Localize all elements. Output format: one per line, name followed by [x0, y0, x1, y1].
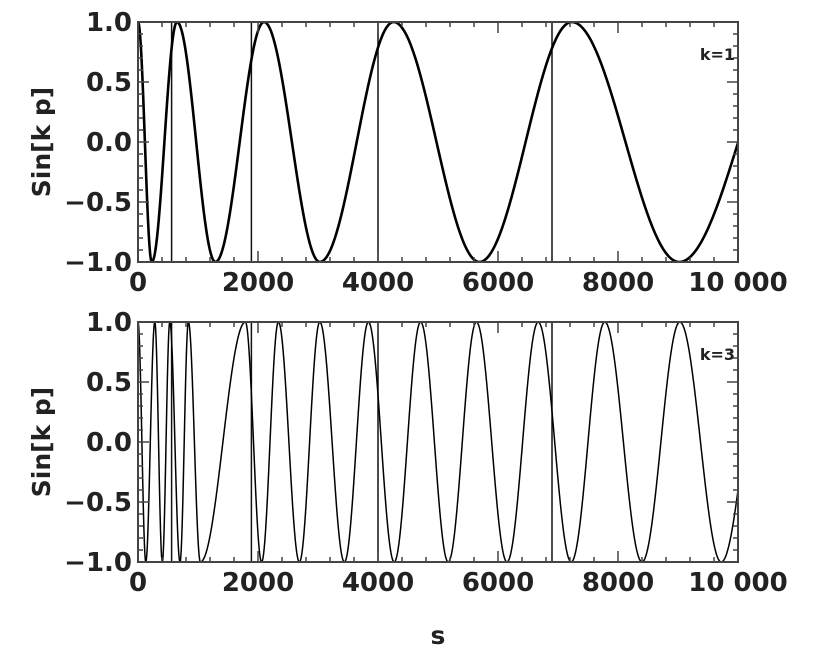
x-tick-label: 4000 — [342, 568, 414, 598]
plot-frame — [137, 321, 739, 563]
x-tick-label: 2000 — [222, 268, 294, 298]
x-tick-label: 4000 — [342, 268, 414, 298]
y-tick-label: 1.0 — [86, 8, 132, 38]
x-tick-label: 2000 — [222, 568, 294, 598]
x-tick-label: 10 000 — [688, 268, 788, 298]
y-tick-label: 0.5 — [86, 68, 132, 98]
x-axis-label: s — [431, 621, 446, 650]
y-tick-label: −1.0 — [64, 548, 132, 578]
x-tick-label: 6000 — [462, 268, 534, 298]
panel-k3: 0 2000 4000 6000 8000 10 000 1.0 0.5 0.0 −0.5 −1.0… — [27, 308, 788, 598]
x-tick-label: 8000 — [582, 268, 654, 298]
y-tick-label: 0.5 — [86, 368, 132, 398]
y-tick-label: 1.0 — [86, 308, 132, 338]
series-line — [138, 22, 738, 262]
x-tick-label: 6000 — [462, 568, 534, 598]
x-tick-label: 0 — [129, 268, 147, 298]
panel-annotation: k=1 — [700, 45, 735, 64]
y-tick-label: −0.5 — [64, 488, 132, 518]
x-tick-label: 8000 — [582, 568, 654, 598]
y-axis-label: Sin[k p] — [27, 87, 56, 197]
y-tick-label: −1.0 — [64, 248, 132, 278]
y-axis-label: Sin[k p] — [27, 387, 56, 497]
panel-annotation: k=3 — [700, 345, 735, 364]
y-tick-label: 0.0 — [86, 428, 132, 458]
x-tick-label: 10 000 — [688, 568, 788, 598]
x-tick-label: 0 — [129, 568, 147, 598]
y-tick-label: 0.0 — [86, 128, 132, 158]
series-line — [138, 322, 738, 562]
y-tick-label: −0.5 — [64, 188, 132, 218]
panel-k1: 0 2000 4000 6000 8000 10 000 1.0 0.5 0.0 −0.5 −1.0… — [27, 8, 788, 298]
